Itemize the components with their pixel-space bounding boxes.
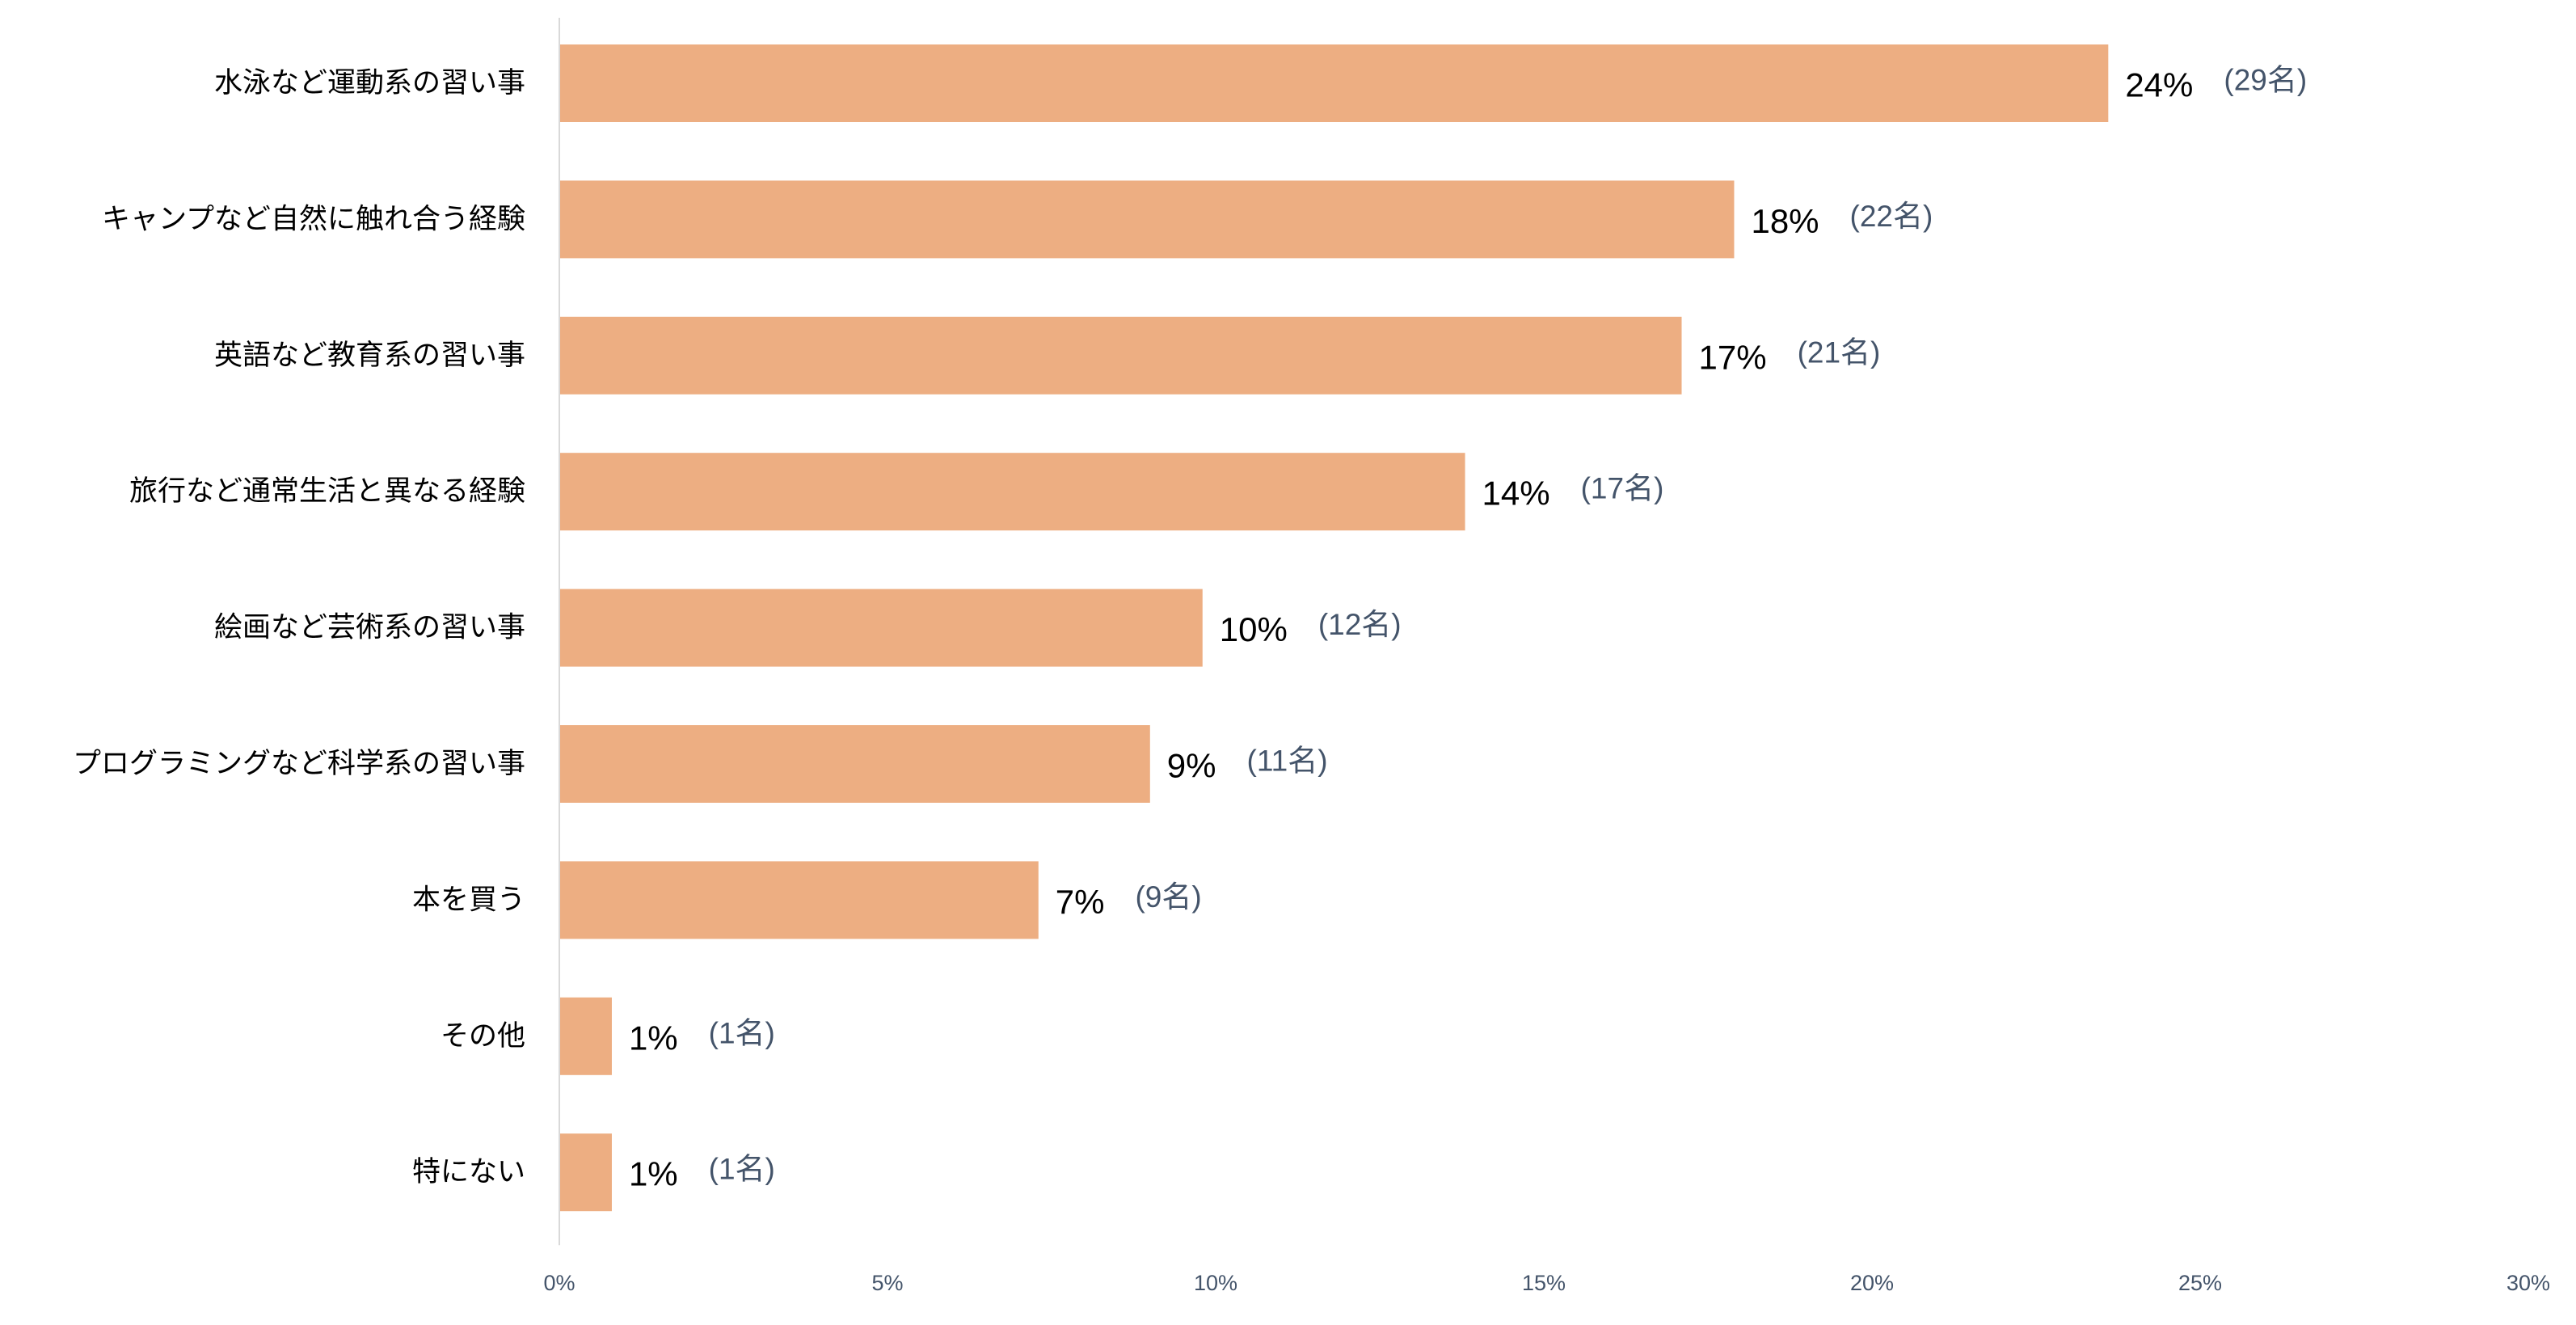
category-label: プログラミングなど科学系の習い事 [73,748,525,780]
bar [560,997,612,1075]
value-label: 17% [1699,338,1767,376]
x-tick-label: 10% [1194,1271,1237,1295]
count-label: (21名) [1798,335,1881,369]
category-label: 英語など教育系の習い事 [214,340,525,372]
x-tick-label: 15% [1522,1271,1566,1295]
count-label: (9名) [1135,880,1201,914]
count-label: (1名) [709,1153,775,1186]
bar [560,316,1682,395]
category-label: 本を買う [412,884,525,916]
count-label: (1名) [709,1016,775,1049]
category-label: キャンプなど自然に触れ合う経験 [102,203,525,235]
value-label: 10% [1220,610,1288,648]
count-label: (17名) [1581,472,1664,505]
value-label: 14% [1482,475,1550,513]
value-label: 18% [1751,202,1819,240]
x-tick-label: 25% [2178,1271,2222,1295]
count-label: (11名) [1247,745,1328,778]
count-label: (22名) [1850,200,1933,233]
x-tick-label: 30% [2506,1271,2550,1295]
bar [560,861,1039,939]
value-label: 24% [2125,66,2193,104]
category-label: 旅行など通常生活と異なる経験 [129,475,525,508]
bar [560,453,1465,531]
count-label: (12名) [1318,608,1402,641]
bars-group [560,44,2109,1212]
category-label: 絵画など芸術系の習い事 [214,612,525,644]
category-labels-group: 水泳など運動系の習い事キャンプなど自然に触れ合う経験英語など教育系の習い事旅行な… [73,67,525,1188]
x-tick-label: 0% [543,1271,575,1295]
bar [560,1133,612,1212]
bar [560,180,1735,259]
x-tick-label: 20% [1850,1271,1894,1295]
value-labels-group: 24% (29名) 18% (22名) 17% (21名) 14% (17名) 10% (12名)… [629,64,2307,1193]
value-label: 1% [629,1019,678,1057]
bar [560,44,2109,122]
bar [560,589,1203,667]
bar [560,725,1150,803]
category-label: その他 [441,1020,525,1053]
count-label: (29名) [2224,64,2307,97]
category-label: 水泳など運動系の習い事 [214,67,525,99]
value-label: 7% [1056,883,1105,921]
x-tick-label: 5% [871,1271,903,1295]
value-label: 1% [629,1155,678,1193]
value-label: 9% [1167,747,1216,785]
category-label: 特にない [412,1156,525,1188]
x-axis-ticks-group: 0% 5% 10% 15% 20% 25% 30% [543,1271,2550,1295]
